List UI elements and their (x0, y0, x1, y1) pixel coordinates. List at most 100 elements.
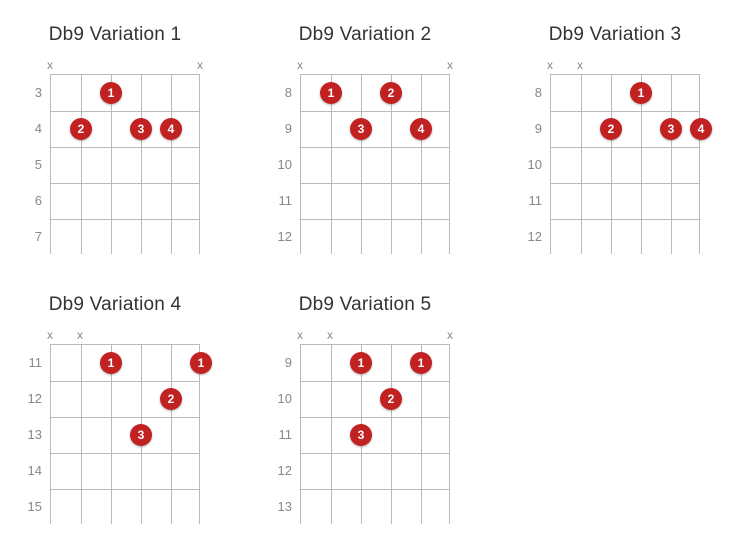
fret-line (551, 147, 699, 148)
board-row: 34567 12 34 (20, 74, 210, 254)
finger-dot: 1 (630, 82, 652, 104)
fret-line (51, 183, 199, 184)
chord-grid: Db9 Variation 1xx345671234Db9 Variation … (20, 24, 719, 524)
fret-line (51, 417, 199, 418)
board-row: 891011121234 (270, 74, 460, 254)
fretboard-wrap: xx891011121234 (270, 58, 460, 254)
fret-number: 14 (20, 452, 50, 488)
string-line (611, 75, 612, 254)
chord-title: Db9 Variation 4 (20, 294, 210, 316)
fret-line (301, 381, 449, 382)
string-line (141, 75, 142, 254)
string-line (81, 75, 82, 254)
string-mutes-row: xx (50, 58, 200, 74)
finger-dot: 4 (160, 118, 182, 140)
finger-dot: 1 (350, 352, 372, 374)
string-line (671, 75, 672, 254)
mute-marker: x (197, 58, 203, 72)
fret-number: 8 (520, 74, 550, 110)
string-mutes-row: xx (50, 328, 200, 344)
fret-line (301, 219, 449, 220)
fret-line (51, 147, 199, 148)
fret-line (51, 111, 199, 112)
finger-dot: 3 (350, 118, 372, 140)
string-mutes-row: xx (550, 58, 700, 74)
fret-number: 13 (270, 488, 300, 524)
board-row: 9101112131123 (270, 344, 460, 524)
finger-dot: 3 (130, 118, 152, 140)
fret-number: 9 (270, 344, 300, 380)
mute-marker: x (447, 328, 453, 342)
fretboard-wrap: xx891011121234 (520, 58, 710, 254)
fretboard: 1123 (50, 344, 200, 524)
fret-label-col: 1112131415 (20, 344, 50, 524)
fret-number: 11 (20, 344, 50, 380)
mute-marker: x (547, 58, 553, 72)
fretboard: 1234 (550, 74, 700, 254)
finger-dot: 2 (380, 82, 402, 104)
string-mutes-row: xx (300, 58, 450, 74)
fret-line (51, 381, 199, 382)
mute-marker: x (577, 58, 583, 72)
chord-title: Db9 Variation 1 (20, 24, 210, 46)
fretboard: 1 23 4 (300, 74, 450, 254)
finger-dot: 2 (160, 388, 182, 410)
chord-title: Db9 Variation 3 (520, 24, 710, 46)
finger-dot: 2 (70, 118, 92, 140)
string-line (81, 345, 82, 524)
board-row: 11121314151123 (20, 344, 210, 524)
finger-dot: 1 (410, 352, 432, 374)
finger-dot: 3 (130, 424, 152, 446)
finger-dot: 4 (690, 118, 712, 140)
fret-label-col: 34567 (20, 74, 50, 254)
finger-dot: 1 (190, 352, 212, 374)
fret-number: 6 (20, 182, 50, 218)
fretboard-wrap: xx11121314151123 (20, 328, 210, 524)
mute-marker: x (327, 328, 333, 342)
mute-marker: x (447, 58, 453, 72)
fret-number: 5 (20, 146, 50, 182)
board-row: 891011121234 (520, 74, 710, 254)
chord-title: Db9 Variation 2 (270, 24, 460, 46)
fret-number: 11 (270, 416, 300, 452)
fret-line (301, 417, 449, 418)
fret-number: 13 (20, 416, 50, 452)
fret-number: 11 (520, 182, 550, 218)
string-line (361, 75, 362, 254)
fret-line (301, 453, 449, 454)
finger-dot: 1 (100, 82, 122, 104)
fret-number: 9 (270, 110, 300, 146)
fret-number: 12 (270, 218, 300, 254)
mute-marker: x (47, 328, 53, 342)
fretboard-wrap: xxx9101112131123 (270, 328, 460, 524)
fret-line (551, 219, 699, 220)
fret-number: 10 (270, 380, 300, 416)
string-line (171, 75, 172, 254)
chord-diagram: Db9 Variation 5xxx9101112131123 (270, 294, 460, 524)
fret-line (551, 111, 699, 112)
fret-line (51, 219, 199, 220)
chord-diagram: Db9 Variation 1xx345671234 (20, 24, 210, 254)
mute-marker: x (297, 58, 303, 72)
fret-line (301, 147, 449, 148)
fret-number: 7 (20, 218, 50, 254)
fret-label-col: 910111213 (270, 344, 300, 524)
fret-line (301, 183, 449, 184)
fret-line (301, 111, 449, 112)
fret-number: 9 (520, 110, 550, 146)
string-mutes-row: xxx (300, 328, 450, 344)
string-line (331, 345, 332, 524)
mute-marker: x (297, 328, 303, 342)
string-line (421, 75, 422, 254)
string-line (581, 75, 582, 254)
finger-dot: 4 (410, 118, 432, 140)
finger-dot: 2 (600, 118, 622, 140)
fret-line (51, 489, 199, 490)
mute-marker: x (77, 328, 83, 342)
finger-dot: 1 (320, 82, 342, 104)
chord-title: Db9 Variation 5 (270, 294, 460, 316)
fret-number: 12 (270, 452, 300, 488)
fret-number: 11 (270, 182, 300, 218)
mute-marker: x (47, 58, 53, 72)
fret-number: 10 (520, 146, 550, 182)
